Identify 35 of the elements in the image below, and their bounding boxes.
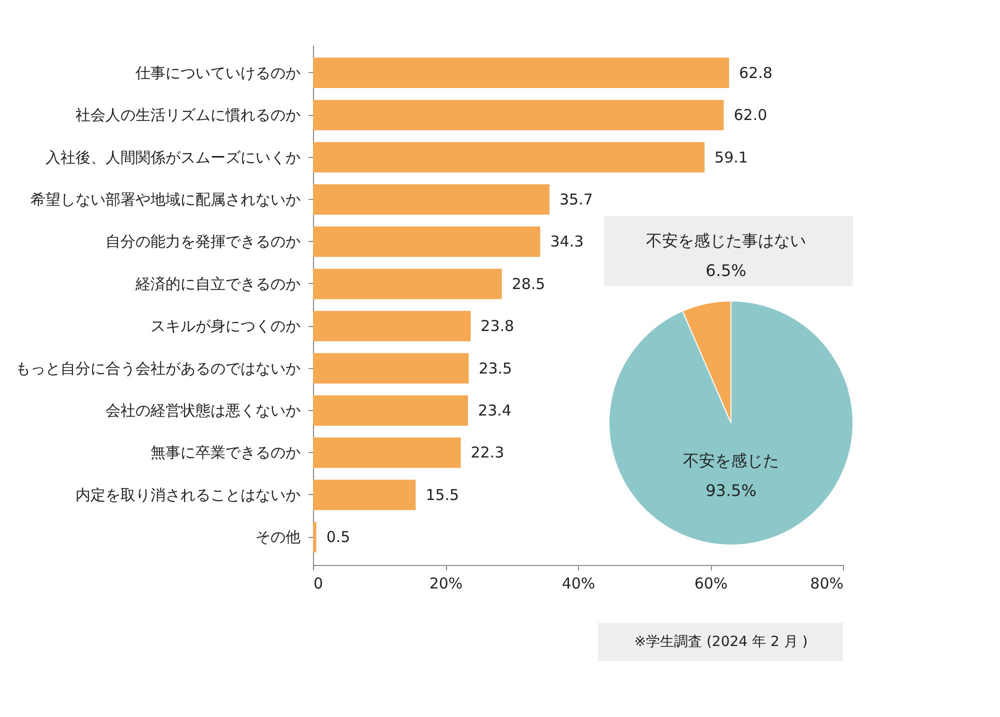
y-tick-label: スキルが身につくのか <box>150 317 300 336</box>
x-tick-label: 0 <box>314 574 324 592</box>
y-tick-label: 経済的に自立できるのか <box>134 274 300 293</box>
x-tick-label: 40% <box>562 574 596 592</box>
data-label: 6.5% <box>706 261 746 280</box>
data-label: 15.5 <box>426 486 460 504</box>
y-tick-label: 自分の能力を発揮できるのか <box>106 232 300 251</box>
slice-label: 不安を感じた事はない <box>646 231 806 250</box>
data-label: 22.3 <box>470 444 504 462</box>
data-label: 0.5 <box>326 528 350 546</box>
y-tick-label: 仕事についていけるのか <box>134 64 300 82</box>
x-tick-label: 60% <box>694 574 728 592</box>
data-label: 59.1 <box>714 148 748 166</box>
data-label: 23.8 <box>480 317 514 336</box>
text: ※学生調査 (2024 年 2 月 ) <box>634 634 808 650</box>
y-tick-label: 社会人の生活リズムに慣れるのか <box>76 106 300 124</box>
data-label: 23.4 <box>478 402 512 420</box>
x-tick-label: 20% <box>429 574 463 592</box>
data-label: 28.5 <box>512 274 546 293</box>
y-tick-label: 入社後、人間関係がスムーズにいくか <box>46 148 300 166</box>
y-tick-label: 会社の経営状態は悪くないか <box>106 402 300 420</box>
y-tick-label: 希望しない部署や地域に配属されないか <box>30 190 300 208</box>
y-tick-label: その他 <box>256 528 300 546</box>
data-label: 62.8 <box>739 64 772 82</box>
slice-label: 不安を感じた <box>683 451 779 470</box>
data-label: 23.5 <box>478 359 512 378</box>
data-label: 62.0 <box>734 106 768 124</box>
data-label: 34.3 <box>550 232 584 251</box>
data-label: 93.5% <box>706 481 756 500</box>
y-tick-label: 無事に卒業できるのか <box>150 444 300 462</box>
x-tick-label: 80% <box>810 574 844 592</box>
y-tick-label: もっと自分に合う会社があるのではないか <box>16 359 300 378</box>
pie-slice <box>608 300 854 546</box>
data-label: 35.7 <box>560 190 593 208</box>
y-tick-label: 内定を取り消されることはないか <box>76 486 300 504</box>
